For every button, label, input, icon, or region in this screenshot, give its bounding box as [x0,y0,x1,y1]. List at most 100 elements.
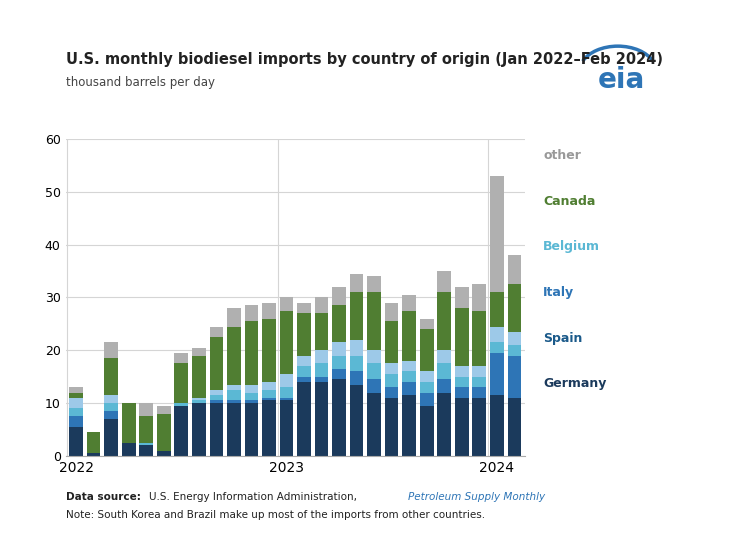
Bar [472,387,486,398]
Bar [227,326,241,385]
Bar [262,390,276,398]
Bar [420,382,434,393]
Bar [367,393,381,456]
Bar [245,321,258,385]
Bar [350,385,364,456]
Bar [87,453,101,456]
Bar [350,371,364,385]
Bar [490,176,504,292]
Bar [139,403,153,416]
Bar [402,311,416,361]
Bar [297,382,311,456]
Bar [350,274,364,292]
Bar [122,403,136,443]
Text: other: other [543,149,581,162]
Bar [297,302,311,313]
Bar [104,358,118,395]
Bar [420,329,434,371]
Text: Germany: Germany [543,377,607,390]
Bar [385,302,399,321]
Bar [174,403,188,406]
Bar [297,314,311,356]
Bar [227,385,241,390]
Text: Belgium: Belgium [543,240,600,254]
Bar [104,403,118,411]
Bar [472,284,486,311]
Bar [402,395,416,456]
Bar [315,350,328,364]
Bar [315,313,328,350]
Bar [69,398,83,408]
Text: Data source:: Data source: [66,492,141,502]
Bar [455,287,469,308]
Bar [280,311,293,374]
Text: Italy: Italy [543,286,574,299]
Bar [472,366,486,377]
Bar [315,364,328,377]
Bar [157,414,171,450]
Bar [315,377,328,382]
Bar [490,353,504,395]
Bar [332,287,346,305]
Bar [455,377,469,387]
Bar [227,403,241,456]
Bar [69,387,83,393]
Bar [350,340,364,356]
Bar [209,390,223,395]
Bar [227,400,241,403]
Bar [139,416,153,443]
Bar [350,356,364,371]
Bar [297,377,311,382]
Bar [350,292,364,340]
Bar [490,342,504,353]
Bar [280,374,293,387]
Bar [437,393,451,456]
Bar [122,443,136,456]
Bar [367,379,381,393]
Bar [385,387,399,398]
Bar [209,400,223,403]
Bar [139,445,153,456]
Bar [104,419,118,456]
Bar [280,297,293,311]
Bar [262,302,276,319]
Bar [402,361,416,371]
Text: eia: eia [598,66,644,94]
Bar [69,416,83,427]
Bar [87,432,101,453]
Bar [174,364,188,403]
Bar [507,345,521,356]
Bar [437,364,451,379]
Bar [332,369,346,379]
Bar [69,408,83,416]
Text: Spain: Spain [543,331,582,345]
Text: Note: South Korea and Brazil make up most of the imports from other countries.: Note: South Korea and Brazil make up mos… [66,510,485,520]
Bar [437,292,451,350]
Text: Canada: Canada [543,195,596,208]
Bar [455,308,469,366]
Bar [192,398,206,400]
Bar [367,276,381,292]
Bar [104,342,118,358]
Bar [245,385,258,393]
Bar [437,271,451,292]
Bar [297,366,311,377]
Bar [192,403,206,456]
Bar [209,337,223,390]
Bar [280,400,293,456]
Bar [332,356,346,369]
Bar [315,297,328,313]
Bar [332,305,346,342]
Bar [280,387,293,398]
Bar [139,443,153,445]
Bar [472,398,486,456]
Text: Petroleum Supply Monthly: Petroleum Supply Monthly [408,492,545,502]
Bar [490,326,504,342]
Bar [69,393,83,398]
Bar [385,364,399,374]
Bar [367,350,381,364]
Bar [262,398,276,400]
Bar [402,382,416,395]
Bar [472,377,486,387]
Bar [297,356,311,366]
